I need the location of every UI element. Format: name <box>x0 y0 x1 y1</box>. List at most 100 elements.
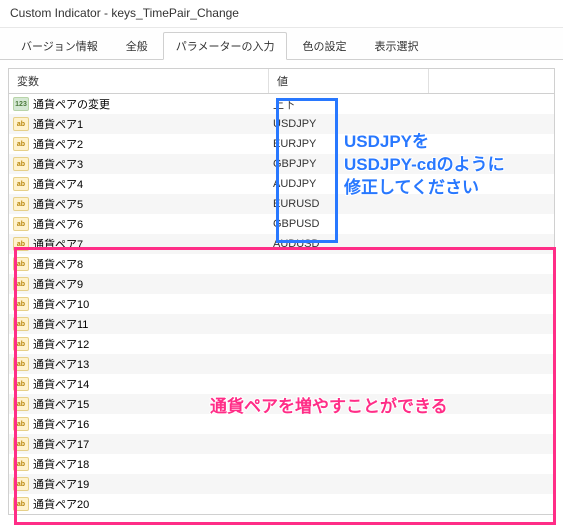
variable-name: 通貨ペア12 <box>33 336 89 352</box>
table-row[interactable]: ab 通貨ペア18 <box>9 454 554 474</box>
string-type-icon: ab <box>13 317 29 331</box>
variable-name: 通貨ペア15 <box>33 396 89 412</box>
cell-variable: ab 通貨ペア14 <box>9 376 269 392</box>
variable-name: 通貨ペア16 <box>33 416 89 432</box>
cell-variable: ab 通貨ペア13 <box>9 356 269 372</box>
cell-variable: ab通貨ペア15 <box>9 396 269 412</box>
cell-variable: ab 通貨ペア1 <box>9 116 269 132</box>
variable-name: 通貨ペア2 <box>33 136 83 152</box>
variable-name: 通貨ペア8 <box>33 256 83 272</box>
cell-variable: ab 通貨ペア4 <box>9 176 269 192</box>
variable-value[interactable]: GBPJPY <box>269 158 429 170</box>
string-type-icon: ab <box>13 197 29 211</box>
string-type-icon: ab <box>13 337 29 351</box>
table-row[interactable]: ab 通貨ペア11 <box>9 314 554 334</box>
tab-strip: バージョン情報 全般 パラメーターの入力 色の設定 表示選択 <box>0 28 563 60</box>
grid-body: 123通貨ペアの変更上下ab通貨ペア1USDJPYab通貨ペア2EURJPYab… <box>9 94 554 514</box>
cell-variable: ab 通貨ペア9 <box>9 276 269 292</box>
string-type-icon: ab <box>13 457 29 471</box>
variable-name: 通貨ペア17 <box>33 436 89 452</box>
variable-value[interactable]: GBPUSD <box>269 218 429 230</box>
variable-name: 通貨ペア20 <box>33 496 89 512</box>
cell-variable: ab通貨ペア19 <box>9 476 269 492</box>
tab-version[interactable]: バージョン情報 <box>8 32 111 59</box>
variable-name: 通貨ペア13 <box>33 356 89 372</box>
number-type-icon: 123 <box>13 97 29 111</box>
variable-value[interactable]: EURJPY <box>269 138 429 150</box>
table-row[interactable]: ab 通貨ペア9 <box>9 274 554 294</box>
parameter-grid: 変数 値 123 通貨ペアの変更 上下 ab 通貨ペア1 USDJPY ab 通貨ペア2 EUR… <box>8 68 555 515</box>
table-row[interactable]: ab 通貨ペア1 USDJPY <box>9 114 554 134</box>
cell-variable: ab通貨ペア10 <box>9 296 269 312</box>
table-row[interactable]: ab通貨ペア3GBPJPY <box>9 154 554 174</box>
cell-variable: ab 通貨ペア20 <box>9 496 269 512</box>
cell-variable: ab 通貨ペア2 <box>9 136 269 152</box>
content-area: 変数 値 123 通貨ペアの変更 上下 ab 通貨ペア1 USDJPY ab 通貨ペア2 EUR… <box>0 60 563 523</box>
header-value[interactable]: 値 <box>269 69 429 93</box>
variable-name: 通貨ペアの変更 <box>33 96 110 112</box>
cell-variable: 123 通貨ペアの変更 <box>9 96 269 112</box>
cell-variable: ab 通貨ペア18 <box>9 456 269 472</box>
window-title: Custom Indicator - keys_TimePair_Change <box>10 6 239 20</box>
string-type-icon: ab <box>13 237 29 251</box>
variable-name: 通貨ペア9 <box>33 276 83 292</box>
variable-name: 通貨ペア14 <box>33 376 89 392</box>
tab-general[interactable]: 全般 <box>113 32 161 59</box>
cell-variable: ab通貨ペア6 <box>9 216 269 232</box>
tab-display[interactable]: 表示選択 <box>361 32 431 59</box>
variable-name: 通貨ペア11 <box>33 316 88 332</box>
table-row[interactable]: ab通貨ペア5EURUSD <box>9 194 554 214</box>
cell-variable: ab 通貨ペア8 <box>9 256 269 272</box>
table-row[interactable]: ab 通貨ペア17 <box>9 434 554 454</box>
table-row[interactable]: ab 通貨ペア2 EURJPY <box>9 134 554 154</box>
table-row[interactable]: ab 通貨ペア14 <box>9 374 554 394</box>
cell-variable: ab 通貨ペア7 <box>9 236 269 252</box>
table-row[interactable]: ab 通貨ペア7 AUDUSD <box>9 234 554 254</box>
cell-variable: ab 通貨ペア11 <box>9 316 269 332</box>
window-titlebar: Custom Indicator - keys_TimePair_Change <box>0 0 563 28</box>
string-type-icon: ab <box>13 217 29 231</box>
variable-name: 通貨ペア1 <box>33 116 83 132</box>
string-type-icon: ab <box>13 177 29 191</box>
cell-variable: ab 通貨ペア12 <box>9 336 269 352</box>
string-type-icon: ab <box>13 277 29 291</box>
variable-name: 通貨ペア7 <box>33 236 83 252</box>
table-row[interactable]: ab通貨ペア6GBPUSD <box>9 214 554 234</box>
string-type-icon: ab <box>13 377 29 391</box>
variable-value[interactable]: EURUSD <box>269 198 429 210</box>
cell-variable: ab 通貨ペア17 <box>9 436 269 452</box>
table-row[interactable]: ab 通貨ペア20 <box>9 494 554 514</box>
variable-value[interactable]: AUDJPY <box>269 178 429 190</box>
table-row[interactable]: ab通貨ペア15 <box>9 394 554 414</box>
cell-variable: ab 通貨ペア16 <box>9 416 269 432</box>
cell-variable: ab通貨ペア5 <box>9 196 269 212</box>
table-row[interactable]: ab 通貨ペア16 <box>9 414 554 434</box>
table-row[interactable]: ab通貨ペア19 <box>9 474 554 494</box>
string-type-icon: ab <box>13 117 29 131</box>
variable-value[interactable]: AUDUSD <box>269 238 429 250</box>
cell-variable: ab通貨ペア3 <box>9 156 269 172</box>
table-row[interactable]: ab 通貨ペア8 <box>9 254 554 274</box>
string-type-icon: ab <box>13 437 29 451</box>
table-row[interactable]: ab 通貨ペア12 <box>9 334 554 354</box>
table-row[interactable]: ab通貨ペア10 <box>9 294 554 314</box>
variable-name: 通貨ペア19 <box>33 476 89 492</box>
tab-parameters[interactable]: パラメーターの入力 <box>163 32 288 60</box>
variable-name: 通貨ペア18 <box>33 456 89 472</box>
string-type-icon: ab <box>13 357 29 371</box>
header-variable[interactable]: 変数 <box>9 69 269 93</box>
table-row[interactable]: ab 通貨ペア4 AUDJPY <box>9 174 554 194</box>
table-row[interactable]: 123 通貨ペアの変更 上下 <box>9 94 554 114</box>
variable-value[interactable]: 上下 <box>269 96 429 112</box>
string-type-icon: ab <box>13 137 29 151</box>
string-type-icon: ab <box>13 257 29 271</box>
tab-colors[interactable]: 色の設定 <box>289 32 359 59</box>
table-row[interactable]: ab 通貨ペア13 <box>9 354 554 374</box>
variable-name: 通貨ペア10 <box>33 296 89 312</box>
variable-name: 通貨ペア3 <box>33 156 83 172</box>
string-type-icon: ab <box>13 497 29 511</box>
variable-value[interactable]: USDJPY <box>269 118 429 130</box>
variable-name: 通貨ペア4 <box>33 176 83 192</box>
grid-header: 変数 値 <box>9 69 554 94</box>
string-type-icon: ab <box>13 417 29 431</box>
